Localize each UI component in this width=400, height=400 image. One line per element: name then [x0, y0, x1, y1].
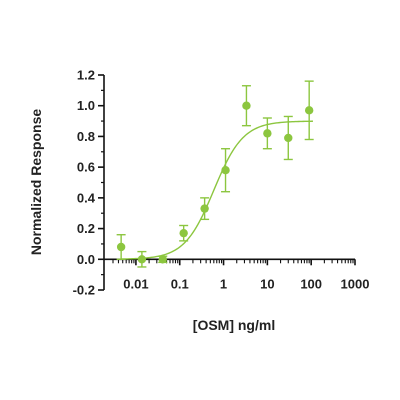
y-tick-label: 0.2	[77, 221, 95, 236]
x-tick-label: 0.1	[171, 276, 189, 291]
x-tick-label: 100	[300, 276, 322, 291]
data-point	[284, 133, 293, 143]
data-points-layer	[116, 80, 314, 268]
y-tick-label: 0.6	[77, 160, 95, 175]
data-point	[137, 255, 147, 264]
data-point	[116, 242, 126, 252]
fit-curve	[121, 120, 314, 260]
y-axis-label: Normalized Response	[28, 109, 44, 255]
x-tick-label: 1	[220, 276, 227, 291]
data-point	[304, 106, 314, 115]
fit-curve-layer	[121, 120, 314, 260]
data-point	[179, 228, 188, 238]
axes: -0.2 0.0 0.2 0.4 0.6 0.8 1.0 1.2 0.01 0.1 1 10 100 10…	[73, 68, 370, 298]
data-point	[221, 166, 230, 175]
x-tick-label: 0.01	[123, 276, 148, 291]
x-axis-label: [OSM] ng/ml	[193, 317, 275, 333]
y-tick-label: 0.4	[77, 190, 96, 205]
data-point	[263, 129, 272, 138]
data-point	[158, 255, 167, 264]
data-point	[200, 204, 209, 213]
y-tick-label: 0.8	[77, 129, 95, 144]
data-point	[242, 101, 251, 110]
x-tick-label: 10	[260, 276, 274, 291]
y-tick-label: 1.2	[77, 68, 95, 83]
y-tick-label: 1.0	[77, 98, 95, 113]
y-tick-label: -0.2	[73, 283, 95, 298]
x-tick-label: 1000	[341, 276, 370, 291]
y-tick-label: 0.0	[77, 252, 95, 267]
